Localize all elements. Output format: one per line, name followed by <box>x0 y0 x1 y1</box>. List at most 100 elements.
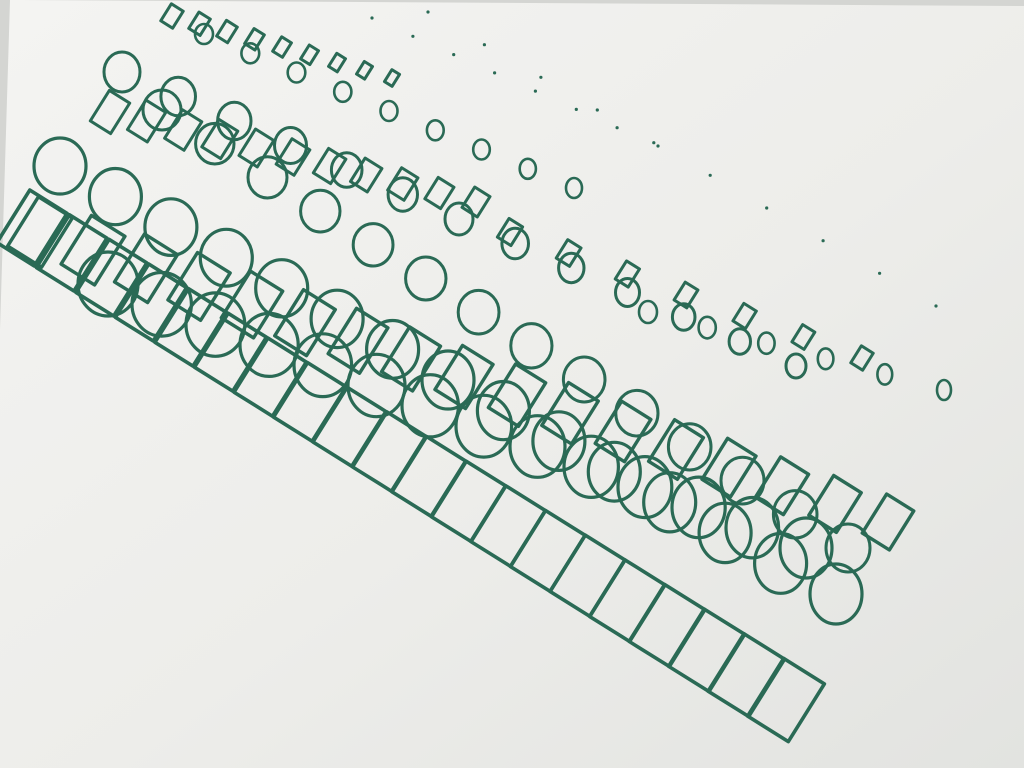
drawn-rectangle <box>460 185 492 219</box>
drawn-ellipse <box>518 157 538 181</box>
drawn-ellipse <box>102 50 142 94</box>
drawn-rectangle <box>237 127 276 169</box>
drawn-rectangle <box>166 250 232 322</box>
drawn-ellipse <box>443 201 475 237</box>
drawn-ellipse <box>509 322 554 370</box>
drawn-rectangle <box>731 301 758 331</box>
drawn-dot <box>708 173 712 177</box>
drawn-ellipse <box>876 362 894 386</box>
drawn-rectangle <box>113 262 189 343</box>
drawn-ellipse <box>194 121 236 166</box>
drawn-ellipse <box>292 332 354 399</box>
drawn-ellipse <box>561 355 607 404</box>
drawn-rectangle <box>243 27 266 52</box>
drawn-rectangle <box>700 436 758 499</box>
drawn-dot <box>452 53 456 57</box>
drawn-ellipse <box>198 227 254 288</box>
drawn-ellipse <box>666 422 713 472</box>
drawn-rectangle <box>200 117 240 161</box>
drawn-ellipse <box>616 455 674 520</box>
drawn-ellipse <box>238 311 300 378</box>
drawn-ellipse <box>273 126 308 165</box>
drawn-ellipse <box>784 352 808 380</box>
drawn-dot <box>934 304 938 308</box>
drawn-ellipse <box>299 188 342 234</box>
drawn-rectangle <box>495 216 525 248</box>
drawn-ellipse <box>141 88 183 132</box>
drawn-dot <box>370 16 374 20</box>
drawn-ellipse <box>778 516 834 580</box>
drawn-ellipse <box>32 136 88 196</box>
drawn-rectangle <box>745 656 827 744</box>
drawn-ellipse <box>564 176 584 200</box>
drawn-rectangle <box>74 237 149 318</box>
drawn-ellipse <box>670 302 697 332</box>
drawn-rectangle <box>299 43 321 67</box>
drawn-rectangle <box>88 88 132 136</box>
drawn-rectangle <box>326 306 390 375</box>
drawn-ellipse <box>557 251 586 285</box>
drawn-rectangle <box>423 175 456 211</box>
drawn-ellipse <box>309 288 365 350</box>
drawn-rectangle <box>860 492 916 552</box>
drawn-rectangle <box>486 362 548 429</box>
drawn-rectangle <box>327 51 347 74</box>
drawn-ellipse <box>379 99 399 123</box>
drawn-dot <box>878 271 882 275</box>
drawn-dot <box>595 108 599 112</box>
drawn-ellipse <box>329 151 364 189</box>
drawn-rectangle <box>849 344 875 372</box>
drawn-ellipse <box>586 440 642 503</box>
drawn-ellipse <box>816 347 835 371</box>
drawn-rectangle <box>382 68 402 88</box>
drawn-ellipse <box>420 349 476 411</box>
drawn-rectangle <box>593 399 653 464</box>
drawn-rectangle <box>433 343 495 411</box>
drawn-ellipse <box>143 197 199 258</box>
drawn-rectangle <box>348 156 384 194</box>
drawn-ellipse <box>637 299 659 325</box>
drawn-ellipse <box>240 41 261 65</box>
drawn-rectangle <box>379 325 443 393</box>
drawn-rectangle <box>159 2 185 30</box>
drawn-ellipse <box>614 277 641 308</box>
drawn-dot <box>426 10 430 14</box>
drawn-rectangle <box>540 380 600 446</box>
drawn-ellipse <box>824 522 872 574</box>
drawn-ellipse <box>286 61 307 84</box>
drawn-ellipse <box>332 80 353 104</box>
drawn-ellipse <box>159 75 197 118</box>
drawn-ellipse <box>500 226 531 261</box>
drawn-rectangle <box>125 98 168 144</box>
drawn-dot <box>493 71 497 75</box>
drawn-ellipse <box>727 327 752 356</box>
drawn-rectangle <box>0 188 69 268</box>
drawn-rectangle <box>311 146 348 186</box>
drawn-dot <box>765 206 769 210</box>
drawn-ellipse <box>456 288 501 336</box>
drawn-ellipse <box>752 531 809 595</box>
drawn-ellipse <box>246 155 289 200</box>
drawn-ellipse <box>508 414 567 479</box>
drawn-dot <box>652 141 656 145</box>
drawn-ellipse <box>724 495 781 560</box>
drawn-rectangle <box>271 35 293 59</box>
drawn-ellipse <box>454 393 514 459</box>
drawn-ellipse <box>531 410 587 473</box>
drawn-dot <box>656 144 660 148</box>
drawn-ellipse <box>670 475 727 540</box>
drawn-dot <box>533 89 538 93</box>
drawn-ellipse <box>935 378 953 402</box>
drawn-ellipse <box>386 176 419 213</box>
drawn-ellipse <box>471 138 492 161</box>
drawn-rectangle <box>34 212 109 293</box>
drawn-rectangle <box>613 259 642 289</box>
drawn-dot <box>411 34 415 38</box>
drawn-rectangle <box>646 418 706 481</box>
drawn-ellipse <box>697 315 718 340</box>
drawn-ellipse <box>404 255 448 302</box>
drawn-rectangle <box>790 323 817 351</box>
ink-drawing <box>0 2 953 744</box>
drawn-ellipse <box>193 22 215 46</box>
